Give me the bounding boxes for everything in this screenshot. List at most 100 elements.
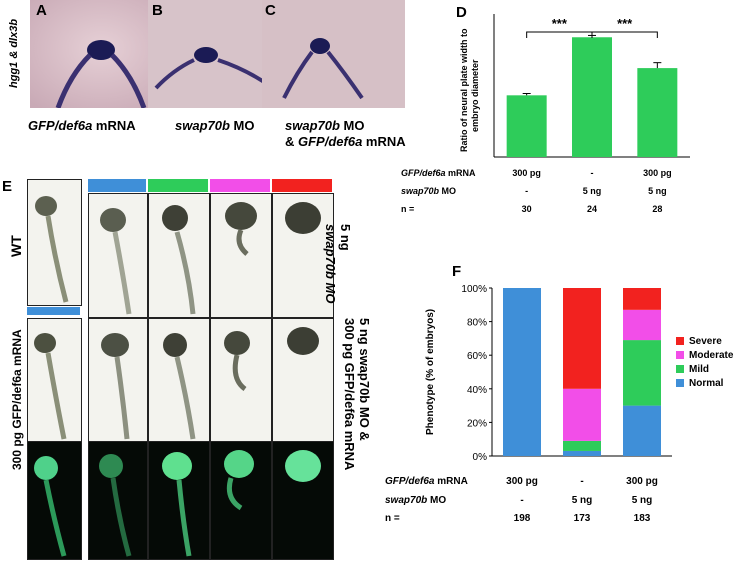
embryo-rescue-moderate [210, 318, 272, 443]
legend-swatch [676, 337, 684, 346]
panel-f-bar-segment [563, 440, 601, 451]
panel-d-significance: *** *** [526, 16, 658, 38]
embryo-rescue-mild [148, 318, 210, 443]
panel-d-cell: 5 ng [648, 186, 667, 196]
panel-d-ylabel-2: embryo diameter [470, 59, 480, 132]
phenotype-bar-normal [88, 179, 146, 192]
panel-d-row-label: n = [401, 204, 415, 214]
panel-d-cell: 30 [521, 204, 532, 214]
phenotype-bar-moderate [210, 179, 270, 192]
panel-d-bar [637, 68, 678, 157]
panel-f-ylabel: Phenotype (% of embryos) [425, 308, 436, 435]
embryo-rescue-moderate-gfp [210, 441, 272, 560]
panel-f-cell: - [580, 476, 584, 487]
panel-letter-d: D [456, 4, 467, 21]
embryo-wt-rescue-gfp [27, 441, 82, 560]
phenotype-bar-severe [272, 179, 332, 192]
panel-d-cell: 24 [586, 204, 597, 214]
panel-f-bar-segment [623, 340, 661, 406]
embryo-rescue-severe-gfp [272, 441, 334, 560]
panel-d-ylabel-1: Ratio of neural plate width to [459, 28, 469, 153]
embryo-stain-c [262, 0, 405, 108]
panel-f-cell: 5 ng [571, 495, 593, 506]
panel-d-sig-label: *** [617, 16, 633, 31]
legend-label: Severe [689, 336, 722, 347]
panel-f-cell: - [520, 495, 524, 506]
embryo-mo-normal [88, 193, 148, 318]
panel-d-bars [506, 34, 678, 157]
panel-f-bar-segment [563, 450, 601, 456]
panel-f-row-label: swap70b MO [385, 495, 447, 506]
panel-f-legend-item: Severe [676, 336, 722, 347]
panel-e-left-bottom-label: 300 pg GFP/def6a mRNA [10, 329, 24, 470]
panel-d-row-label: GFP/def6a mRNA [401, 168, 476, 178]
panel-f-cell: 173 [573, 513, 591, 524]
embryo-mo-mild [148, 193, 210, 318]
panel-f-bar-segment [623, 309, 661, 341]
wt-rescue-phenotype-bar [27, 307, 80, 315]
caption-a: GFP/def6a mRNA [28, 118, 136, 133]
panel-letter-e: E [2, 178, 13, 195]
panel-d-row-label: swap70b MO [401, 186, 457, 196]
panel-f-chart: 0% 20% 40% 60% 80% 100% [461, 284, 672, 463]
panel-e-rescue-label: 5 ng swap70b MO & 300 pg GFP/def6a mRNA [342, 318, 372, 471]
panel-f-cell: 300 pg [626, 476, 658, 487]
panel-d-sig-label: *** [552, 16, 568, 31]
panel-letter-f: F [452, 263, 462, 280]
panel-letter-b: B [152, 2, 163, 19]
panel-f-tick-label: 100% [461, 284, 487, 295]
embryo-rescue-normal [88, 318, 148, 443]
legend-label: Mild [689, 364, 709, 375]
panel-f-tick-label: 40% [467, 385, 487, 396]
panel-letter-a: A [36, 2, 47, 19]
panel-f-row-label: GFP/def6a mRNA [385, 476, 468, 487]
embryo-rescue-severe [272, 318, 334, 443]
panel-f-cell: 300 pg [506, 476, 538, 487]
panel-f-legend-item: Normal [676, 378, 723, 389]
embryo-mo-moderate [210, 193, 272, 318]
panel-e-mo-label: 5 ng swap70b MO [323, 224, 353, 304]
panel-c-image [262, 0, 405, 108]
panel-f-cell: 198 [513, 513, 531, 524]
panel-d-cell: 300 pg [512, 168, 541, 178]
legend-swatch [676, 379, 684, 388]
embryo-rescue-normal-gfp [88, 441, 148, 560]
panel-d-cell: 5 ng [582, 186, 602, 196]
panel-f-bar-segment [563, 388, 601, 441]
phenotype-bar-mild [148, 179, 208, 192]
caption-c-line1: swap70b MO [285, 118, 365, 133]
panel-f-tick-label: 80% [467, 318, 487, 329]
embryo-mo-severe [272, 193, 334, 318]
panel-f-tick-label: 0% [473, 452, 488, 463]
panel-d-bar [572, 37, 612, 157]
panel-d-cell: - [525, 186, 529, 196]
legend-label: Normal [689, 378, 724, 389]
panel-d-bar [506, 95, 547, 157]
panel-e-wt-label: WT [8, 235, 24, 257]
panel-f-legend-item: Moderate [676, 350, 733, 361]
panel-f-tick-label: 20% [467, 418, 487, 429]
panel-f-cell: 183 [633, 513, 651, 524]
panel-a-ylabel: hgg1 & dlx3b [8, 18, 20, 88]
legend-swatch [676, 351, 684, 360]
legend-swatch [676, 365, 684, 374]
panel-d-sig-bracket [526, 31, 593, 38]
embryo-rescue-mild-gfp [148, 441, 210, 560]
panel-f-bar-segment [623, 405, 661, 456]
panel-d-sig-bracket [591, 31, 658, 38]
panel-f-bar-segment [503, 288, 541, 456]
panel-d-cell: 28 [652, 204, 663, 214]
caption-b: swap70b MO [175, 118, 255, 133]
panel-f-bars [503, 288, 661, 456]
embryo-wt-uninjected [27, 179, 82, 306]
panel-f-cell: 5 ng [631, 495, 653, 506]
panel-letter-c: C [265, 2, 276, 19]
panel-f-legend-item: Mild [676, 364, 709, 375]
panel-f-tick-label: 60% [467, 351, 487, 362]
panel-d-cell: 300 pg [643, 168, 672, 178]
panel-f-row-label: n = [385, 513, 400, 524]
panel-f-bar-segment [623, 288, 661, 310]
panel-d-chart: *** *** [493, 14, 690, 158]
legend-label: Moderate [689, 350, 734, 361]
panel-f-bar-segment [563, 288, 601, 389]
